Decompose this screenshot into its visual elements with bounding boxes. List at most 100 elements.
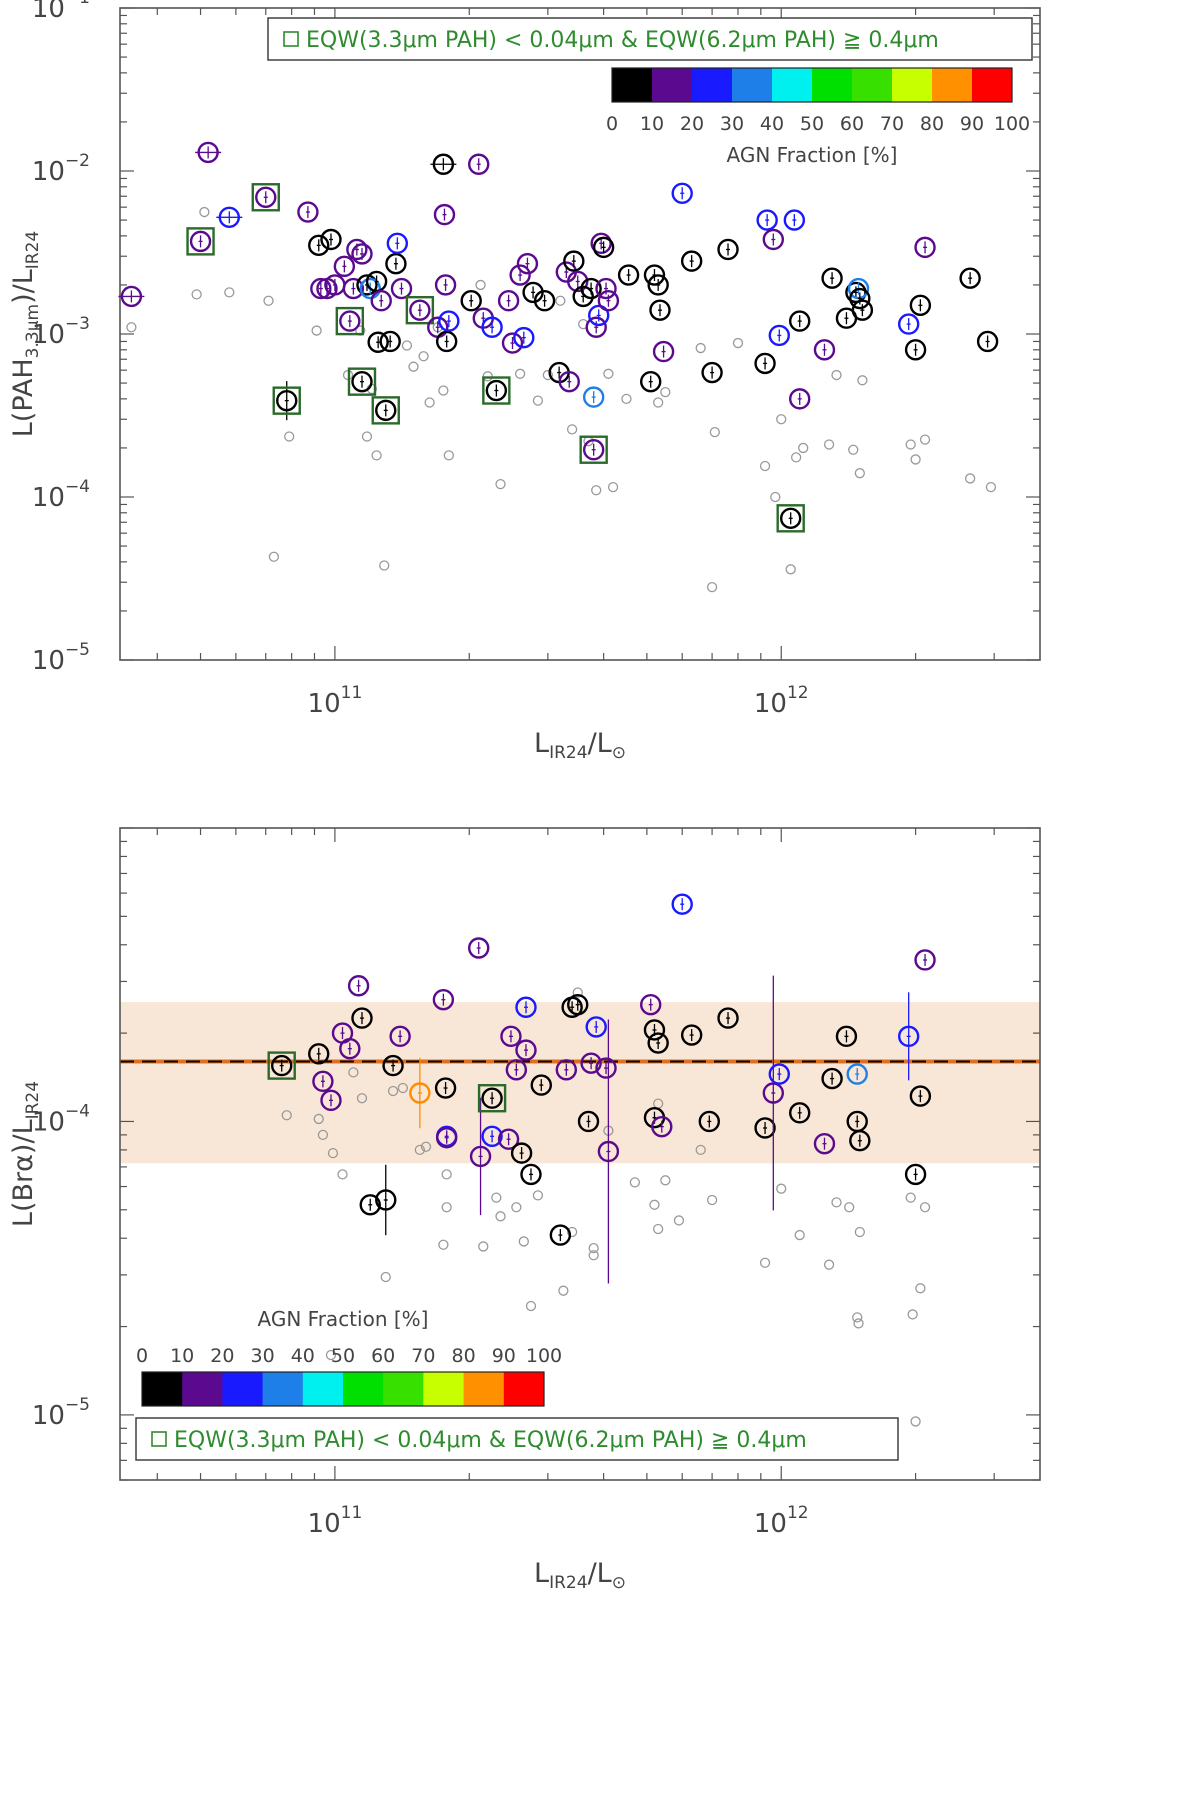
data-point-marker [585,316,607,338]
data-point [347,975,370,997]
data-point-marker [339,1037,361,1060]
eqw-square-marker [477,1084,507,1113]
data-point [701,361,723,384]
x-axis-label: LIR24​/L⊙​ [534,1558,626,1593]
axis-label-part: L(PAH [8,358,39,437]
y-tick-label-base: 10 [32,483,65,513]
data-point-marker [312,1070,334,1093]
x-tick-label-exponent: 11 [341,1503,363,1523]
data-point-marker [320,228,342,251]
colorbar-swatch [932,68,973,102]
data-point-marker [339,310,361,332]
eqw-square-marker [335,306,365,336]
data-point [482,376,511,405]
data-point-marker [555,1059,578,1081]
undetected-point [607,481,619,493]
undetected-point [199,206,210,218]
undetected-point [542,369,554,381]
undetected-point [695,1144,706,1156]
y-tick-label-base: 10 [32,646,65,676]
data-point-marker [835,1025,858,1048]
data-point [647,274,669,296]
data-point [789,388,811,410]
colorbar-tick-label: 30 [720,113,744,135]
undetected-point [126,322,137,333]
data-point [510,1142,533,1164]
data-point-marker [434,274,457,296]
y-axis-label: L(PAH3.3μm​)/LIR24​ [8,231,43,437]
colorbar-frame [141,1371,545,1407]
x-tick-label-base: 10 [308,1509,341,1539]
data-point [904,339,927,361]
data-point [513,326,535,349]
data-point [976,330,999,353]
data-point [580,1052,602,1074]
data-point-marker [592,236,615,259]
data-point [649,299,671,321]
x-tick-label: 1012 [754,1503,809,1539]
undetected-point [397,1082,409,1094]
data-point [652,340,675,363]
data-point-marker [370,290,392,312]
data-point [216,206,243,228]
undetected-point [964,473,976,484]
data-point [762,975,785,1211]
undetected-point [224,287,235,298]
y-tick-label-base: 10 [32,1107,65,1137]
colorbar-tick-label: 80 [452,1345,476,1367]
data-point-marker [434,1077,457,1099]
chart-panel-2: 1011101210−410−5LIR24​/L⊙​L(Brα)/LIR24​E… [8,827,1041,1593]
data-point-marker [909,294,932,316]
data-point [680,250,703,272]
data-point-marker [671,893,693,915]
data-point [530,1074,552,1096]
colorbar: 0 10 20 30 40 50 60 70 80 90 100 AGN Fraction [%] [606,67,1030,167]
undetected-point [823,1259,835,1270]
colorbar-tick-label: 90 [492,1345,516,1367]
data-point [468,153,490,175]
data-point [768,1063,790,1085]
undetected-point [910,1416,921,1427]
data-point-marker [754,1117,776,1139]
data-point-marker [914,949,936,971]
data-point [651,1115,673,1138]
legend-box [267,17,1033,61]
data-point [914,236,936,259]
data-point [582,386,605,408]
data-point-marker [647,274,669,296]
data-point-marker [218,206,241,228]
undetected-point [649,1199,660,1210]
data-point-marker [558,370,580,393]
data-point-marker [435,1127,458,1149]
colorbar-swatch [732,68,773,102]
data-point-marker [308,1043,330,1065]
data-point [339,1037,361,1060]
data-point-marker [549,1224,572,1246]
data-point-marker [671,182,693,204]
data-point [409,1057,431,1129]
undetected-point [653,397,664,408]
data-point-marker [375,399,397,422]
colorbar-swatch [652,68,693,102]
data-point [346,238,368,261]
eqw-square-marker [405,295,435,325]
colorbar-tick-label: 50 [800,113,824,135]
colorbar-swatch [343,1372,384,1406]
data-point-marker [563,250,585,272]
colorbar-label: AGN Fraction [%] [258,1307,429,1331]
undetected-point [313,1113,324,1125]
undetected-point [759,1257,771,1268]
data-point-marker [515,1039,537,1061]
undetected-point [919,1202,931,1213]
data-point [347,367,377,396]
data-point-marker [389,1025,411,1048]
x-tick-label-exponent: 12 [787,1503,809,1523]
undetected-point [511,1202,522,1213]
undetected-point [776,414,787,425]
data-point-marker [276,389,298,412]
data-point-marker [756,209,778,231]
data-point-marker [904,339,927,361]
data-point [563,250,585,272]
data-point-marker [385,252,407,275]
axis-label-subscript: IR24 [549,1573,587,1593]
